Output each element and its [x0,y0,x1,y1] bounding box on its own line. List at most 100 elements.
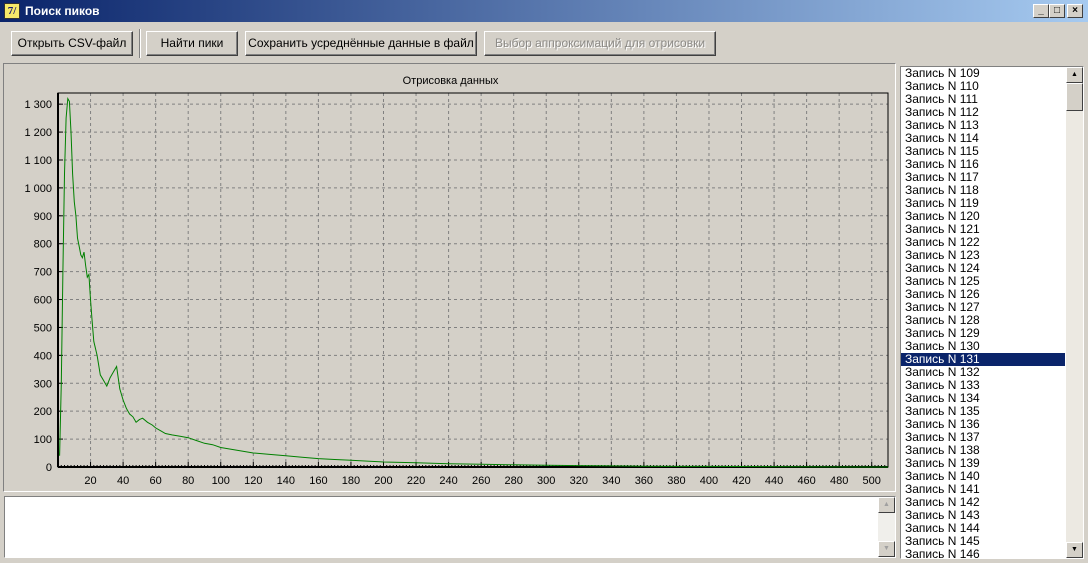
data-chart: 20 40 60 80 100 120 140 160 180 200 220 240 260 280 30… [24,92,889,487]
record-list-item[interactable]: Запись N 146 [905,547,980,559]
y-tick-label: 800 [34,239,52,251]
maximize-button[interactable]: □ [1049,4,1065,18]
scroll-up-icon[interactable]: ▲ [1066,67,1083,83]
open-csv-button[interactable]: Открыть CSV-файл [11,31,133,56]
record-list-item[interactable]: Запись N 118 [905,183,979,197]
y-tick-label: 300 [34,378,52,390]
x-tick-label: 100 [212,475,230,487]
record-list-item[interactable]: Запись N 122 [905,235,980,249]
x-tick-label: 480 [830,475,848,487]
record-list-item[interactable]: Запись N 140 [905,469,980,483]
y-tick-label: 1 200 [24,127,52,139]
log-memo[interactable]: ▲ ▼ [4,496,896,558]
record-list-item[interactable]: Запись N 133 [905,378,980,392]
x-tick-label: 80 [182,475,194,487]
save-averaged-data-button[interactable]: Сохранить усреднённые данные в файл [245,31,477,56]
app-icon: 7/ [4,3,20,19]
title-bar: 7/ Поиск пиков _ □ × [0,0,1088,22]
x-tick-label: 440 [765,475,783,487]
record-list-item[interactable]: Запись N 131 [901,353,1065,366]
record-list-item[interactable]: Запись N 114 [905,131,979,145]
record-list-item[interactable]: Запись N 138 [905,443,980,457]
y-tick-label: 1 300 [24,99,52,111]
x-tick-label: 160 [309,475,327,487]
x-tick-label: 140 [277,475,295,487]
x-tick-label: 240 [439,475,457,487]
close-button[interactable]: × [1067,4,1083,18]
y-tick-label: 600 [34,295,52,307]
x-tick-label: 340 [602,475,620,487]
x-tick-label: 400 [700,475,718,487]
y-tick-label: 500 [34,322,52,334]
choose-approximations-button[interactable]: Выбор аппроксимаций для отрисовки [484,31,716,56]
record-list-item[interactable]: Запись N 111 [905,92,978,106]
record-list-item[interactable]: Запись N 115 [905,144,979,158]
memo-scroll-up-icon[interactable]: ▲ [878,497,895,513]
record-list-item[interactable]: Запись N 142 [905,495,980,509]
record-list-item[interactable]: Запись N 130 [905,339,980,353]
record-list-item[interactable]: Запись N 124 [905,261,980,275]
x-tick-label: 320 [570,475,588,487]
x-tick-label: 200 [374,475,392,487]
y-tick-label: 0 [46,462,52,474]
record-list-item[interactable]: Запись N 143 [905,508,980,522]
x-tick-label: 260 [472,475,490,487]
record-list-item[interactable]: Запись N 112 [905,105,979,119]
x-tick-label: 220 [407,475,425,487]
x-tick-label: 500 [863,475,881,487]
record-list-item[interactable]: Запись N 125 [905,274,980,288]
record-list-item[interactable]: Запись N 116 [905,157,979,171]
record-list-item[interactable]: Запись N 145 [905,534,980,548]
x-tick-label: 380 [667,475,685,487]
x-tick-label: 420 [732,475,750,487]
y-tick-label: 100 [34,434,52,446]
record-list-item[interactable]: Запись N 137 [905,430,980,444]
records-scrollbar[interactable]: ▲ ▼ [1066,67,1083,558]
record-list-item[interactable]: Запись N 126 [905,287,980,301]
record-list-item[interactable]: Запись N 132 [905,365,980,379]
x-tick-label: 360 [635,475,653,487]
memo-scroll-down-icon[interactable]: ▼ [878,541,895,557]
chart-title: Отрисовка данных [402,75,499,87]
toolbar-separator [139,29,141,58]
record-list-item[interactable]: Запись N 120 [905,209,980,223]
record-list-item[interactable]: Запись N 127 [905,300,980,314]
scroll-down-icon[interactable]: ▼ [1066,542,1083,558]
record-list-item[interactable]: Запись N 134 [905,391,980,405]
y-tick-label: 1 100 [24,155,52,167]
data-series-line [59,96,888,468]
toolbar: Открыть CSV-файл Найти пики Сохранить ус… [0,22,1088,62]
record-list-item[interactable]: Запись N 123 [905,248,980,262]
find-peaks-button[interactable]: Найти пики [146,31,238,56]
chart-panel: Отрисовка данных 20 40 60 80 100 120 140 160 180… [3,63,896,492]
x-tick-label: 120 [244,475,262,487]
x-tick-label: 460 [797,475,815,487]
y-tick-label: 200 [34,406,52,418]
record-list-item[interactable]: Запись N 141 [905,482,980,496]
record-list-item[interactable]: Запись N 136 [905,417,980,431]
record-list-item[interactable]: Запись N 135 [905,404,980,418]
records-list: Запись N 109 Запись N 110 Запись N 111 Запи… [901,66,1065,559]
records-listbox[interactable]: Запись N 109 Запись N 110 Запись N 111 Запи… [900,66,1084,559]
record-list-item[interactable]: Запись N 129 [905,326,980,340]
x-tick-label: 60 [150,475,162,487]
record-list-item[interactable]: Запись N 139 [905,456,980,470]
scroll-thumb[interactable] [1066,83,1083,111]
record-list-item[interactable]: Запись N 128 [905,313,980,327]
record-list-item[interactable]: Запись N 109 [905,66,980,80]
memo-scrollbar[interactable]: ▲ ▼ [878,497,895,557]
record-list-item[interactable]: Запись N 144 [905,521,980,535]
minimize-button[interactable]: _ [1033,4,1049,18]
record-list-item[interactable]: Запись N 121 [905,222,980,236]
y-tick-label: 700 [34,267,52,279]
y-tick-label: 400 [34,350,52,362]
record-list-item[interactable]: Запись N 119 [905,196,979,210]
x-tick-label: 300 [537,475,555,487]
record-list-item[interactable]: Запись N 117 [905,170,979,184]
record-list-item[interactable]: Запись N 113 [905,118,979,132]
y-tick-label: 1 000 [24,183,52,195]
log-memo-text [5,497,895,501]
x-tick-label: 40 [117,475,129,487]
record-list-item[interactable]: Запись N 110 [905,79,979,93]
x-tick-label: 20 [84,475,96,487]
